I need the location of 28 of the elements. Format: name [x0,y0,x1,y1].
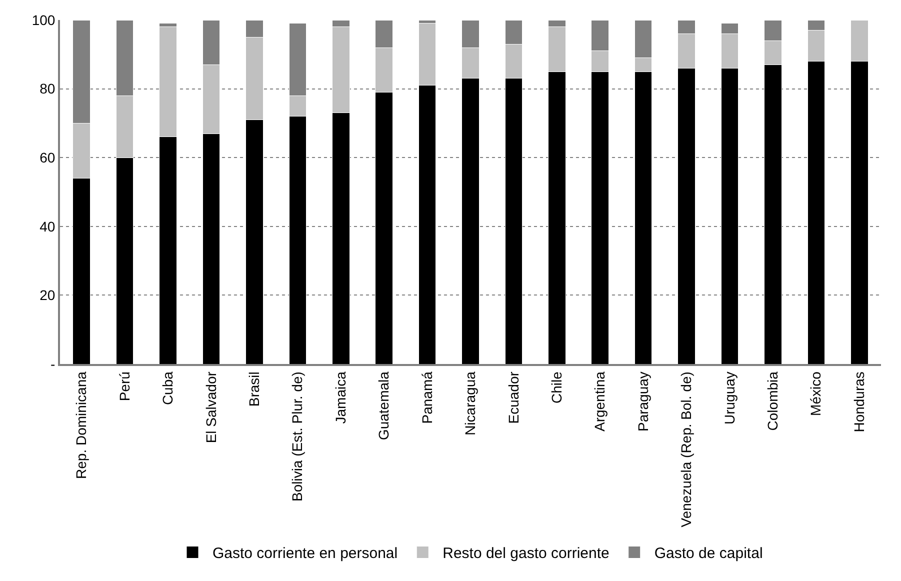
x-tick-label: Ecuador [505,371,522,424]
y-tick-label: 60 [40,150,56,166]
x-tick-label: México [808,371,824,416]
x-tick-label: Cuba [160,371,176,406]
x-tick-label: Jamaica [332,371,348,424]
x-tick-label: Colombia [764,371,781,431]
x-tick-label: Honduras [850,372,867,432]
x-tick-label: Argentina [592,371,608,432]
x-tick-label: Perú [116,372,132,402]
x-tick-label: El Salvador [202,371,219,444]
y-tick-label: - [50,356,56,372]
y-tick-label: 20 [40,287,56,304]
legend-label: Gasto de capital [654,545,763,562]
x-tick-label: Paraguay [634,372,651,432]
x-tick-label: Venezuela (Rep. Bol. de) [678,372,694,528]
x-tick-label: Chile [548,371,564,404]
y-tick-label: 40 [40,218,56,234]
x-tick-label: Uruguay [721,372,738,425]
x-tick-label: Panamá [418,371,435,424]
x-tick-label: Guatemala [376,371,392,440]
legend-label: Resto del gasto corriente [442,545,610,562]
y-tick-label: 100 [32,12,56,28]
x-tick-label: Rep. Dominicana [73,371,90,479]
legend-label: Gasto corriente en personal [212,545,398,562]
x-tick-label: Bolivia (Est. Plur. de) [289,372,306,502]
x-tick-label: Nicaragua [462,371,478,436]
x-tick-label: Brasil [246,372,262,407]
y-tick-label: 80 [40,80,56,97]
